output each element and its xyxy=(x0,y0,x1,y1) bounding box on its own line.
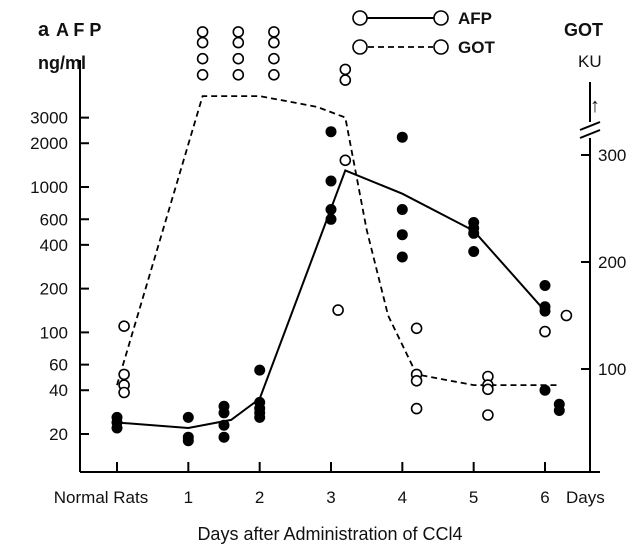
afp-point xyxy=(325,126,337,138)
got-point xyxy=(410,322,423,335)
got-point xyxy=(196,36,209,49)
afp-point xyxy=(254,364,266,376)
afp-point xyxy=(325,213,337,225)
got-point xyxy=(560,309,573,322)
right-tick-label: 100 xyxy=(598,360,626,379)
got-point xyxy=(232,36,245,49)
x-tick-label: 5 xyxy=(469,488,478,507)
right-axis-break-mark-2 xyxy=(579,129,601,139)
afp-point xyxy=(254,411,266,423)
right-axis-arrow: ↑ xyxy=(590,95,600,117)
afp-point xyxy=(325,204,337,215)
left-tick-label: 600 xyxy=(40,210,68,229)
afp-point xyxy=(396,204,408,215)
afp-point xyxy=(218,407,230,419)
legend-afp-label: AFP xyxy=(458,9,492,28)
got-point xyxy=(268,69,280,81)
left-axis-title: A F P xyxy=(56,20,101,40)
got-point xyxy=(339,74,352,86)
afp-point xyxy=(218,419,230,431)
x-tick-label: 3 xyxy=(326,488,335,507)
got-point xyxy=(118,386,130,399)
x-tick-label: 6 xyxy=(540,488,549,507)
got-point xyxy=(482,383,494,396)
left-tick-label: 60 xyxy=(49,356,68,375)
afp-point xyxy=(539,384,551,396)
afp-point xyxy=(111,422,123,434)
right-axis-title: GOT xyxy=(564,20,603,40)
got-point xyxy=(118,320,130,333)
got-point xyxy=(268,52,280,65)
got-point xyxy=(339,63,352,76)
left-tick-label: 20 xyxy=(49,425,68,444)
x-axis-title: Days after Administration of CCl4 xyxy=(197,524,462,544)
panel-label: a xyxy=(38,19,50,41)
got-point xyxy=(410,402,423,415)
left-axis-unit: ng/ml xyxy=(38,53,86,73)
afp-point xyxy=(396,251,408,263)
right-tick-label: 300 xyxy=(598,146,626,165)
left-tick-label: 400 xyxy=(40,236,68,255)
afp-point xyxy=(325,175,337,187)
afp-point xyxy=(553,405,565,416)
afp-point xyxy=(539,280,551,291)
afp-point xyxy=(218,431,230,443)
left-axis-ticks: 20 40 60 100 200 400 600 1000 2000 3000 xyxy=(30,109,89,444)
legend: AFP GOT xyxy=(352,9,495,57)
got-point xyxy=(118,368,130,381)
x-tick-label: 4 xyxy=(398,488,407,507)
got-point xyxy=(196,69,209,81)
legend-got-label: GOT xyxy=(458,38,495,57)
x-tick-label: 1 xyxy=(184,488,193,507)
got-point xyxy=(332,304,344,316)
afp-point xyxy=(468,227,480,239)
x-tick-label: 2 xyxy=(255,488,264,507)
legend-afp-marker-left xyxy=(352,10,368,26)
left-tick-label: 1000 xyxy=(30,178,68,197)
afp-point xyxy=(182,435,194,447)
got-point xyxy=(196,52,209,65)
x-tick-label: Normal Rats xyxy=(54,488,148,507)
series-points xyxy=(111,26,573,447)
afp-point xyxy=(182,411,194,423)
got-point xyxy=(410,374,423,387)
left-tick-label: 200 xyxy=(40,280,68,299)
legend-got-marker-right xyxy=(433,39,449,55)
got-point xyxy=(232,26,245,38)
got-point xyxy=(268,36,280,49)
right-axis-unit: KU xyxy=(578,52,602,71)
left-tick-label: 100 xyxy=(40,323,68,342)
afp-point xyxy=(396,131,408,143)
afp-point xyxy=(396,229,408,241)
left-tick-label: 3000 xyxy=(30,109,68,128)
series-lines xyxy=(116,95,560,430)
right-axis-break-mark-1 xyxy=(579,121,601,131)
left-tick-label: 40 xyxy=(49,381,68,400)
got-point xyxy=(232,69,245,81)
left-tick-label: 2000 xyxy=(30,134,68,153)
got-point xyxy=(268,26,280,38)
got-point xyxy=(539,325,551,338)
got-point xyxy=(232,52,245,65)
got-series-line xyxy=(116,95,560,386)
afp-point xyxy=(468,246,480,257)
afp-series-line xyxy=(116,169,546,430)
x-axis-unit: Days xyxy=(566,488,605,507)
afp-point xyxy=(539,305,551,317)
right-axis-ticks: 100 200 300 xyxy=(581,146,626,379)
got-point xyxy=(482,409,494,421)
got-point xyxy=(339,154,352,167)
legend-afp-marker-right xyxy=(433,10,449,26)
right-tick-label: 200 xyxy=(598,253,626,272)
got-point xyxy=(196,26,209,38)
x-axis-ticks: Normal Rats 1 2 3 4 5 6 Days xyxy=(54,462,605,507)
legend-got-marker-left xyxy=(352,39,368,55)
